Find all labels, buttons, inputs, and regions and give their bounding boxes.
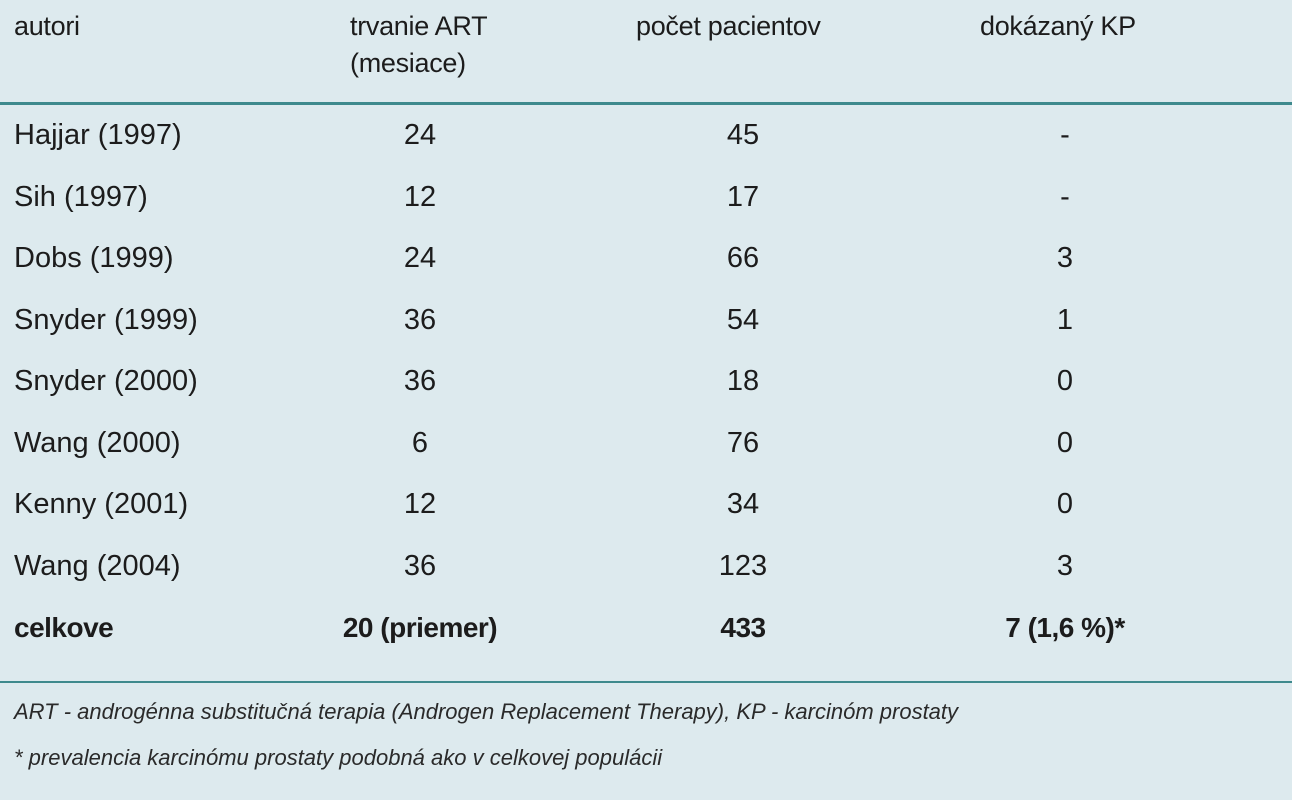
cell-author: Wang (2004) <box>14 549 181 582</box>
cell-total-patients: 433 <box>720 612 766 643</box>
cell-duration: 36 <box>403 549 437 582</box>
table-body: Hajjar (1997) 24 45 - Sih (1997) 12 17 -… <box>0 105 1292 659</box>
header-duration-line2: (mesiace) <box>350 48 466 78</box>
footnote-abbreviations: ART - androgénna substitučná terapia (An… <box>14 699 959 724</box>
cell-kp: 3 <box>1056 549 1074 582</box>
table-row: Hajjar (1997) 24 45 - <box>0 105 1292 167</box>
cell-patients: 45 <box>726 119 760 151</box>
cell-kp: 1 <box>1056 303 1074 336</box>
table-row: Snyder (1999) 36 54 1 <box>0 290 1292 352</box>
cell-author: Snyder (2000) <box>14 365 198 397</box>
cell-duration: 36 <box>403 365 437 397</box>
header-patients: počet pacientov <box>636 11 821 41</box>
cell-kp: 3 <box>1056 242 1074 274</box>
header-duration-line1: trvanie ART <box>350 11 488 41</box>
cell-total-kp: 7 (1,6 %)* <box>1005 612 1125 643</box>
cell-kp: - <box>1060 180 1070 213</box>
header-duration: trvanie ART (mesiace) <box>350 8 488 82</box>
cell-patients: 34 <box>726 488 760 520</box>
cell-duration: 12 <box>403 180 437 213</box>
table-row: Dobs (1999) 24 66 3 <box>0 228 1292 290</box>
cell-kp: 0 <box>1056 488 1074 520</box>
table-row-total: celkove 20 (priemer) 433 7 (1,6 %)* <box>0 597 1292 659</box>
cell-patients: 76 <box>726 426 760 459</box>
table-row: Sih (1997) 12 17 - <box>0 167 1292 229</box>
footnote-asterisk: * prevalencia karcinómu prostaty podobná… <box>14 745 663 770</box>
cell-patients: 18 <box>726 365 760 397</box>
table-footnotes: ART - androgénna substitučná terapia (An… <box>0 681 1292 781</box>
cell-author: Snyder (1999) <box>14 303 198 336</box>
cell-total-author: celkove <box>14 612 114 643</box>
cell-kp: 0 <box>1056 365 1074 397</box>
cell-patients: 66 <box>726 242 760 274</box>
cell-patients: 54 <box>726 303 760 336</box>
cell-author: Dobs (1999) <box>14 242 174 274</box>
cell-duration: 24 <box>403 242 437 274</box>
cell-author: Hajjar (1997) <box>14 119 182 151</box>
cell-patients: 123 <box>718 549 768 582</box>
cell-kp: 0 <box>1056 426 1074 459</box>
cell-duration: 36 <box>403 303 437 336</box>
table-row: Wang (2000) 6 76 0 <box>0 413 1292 475</box>
cell-duration: 6 <box>411 426 429 459</box>
table-row: Kenny (2001) 12 34 0 <box>0 474 1292 536</box>
table-row: Wang (2004) 36 123 3 <box>0 536 1292 598</box>
cell-kp: - <box>1060 119 1070 151</box>
cell-author: Sih (1997) <box>14 180 148 213</box>
header-authors: autori <box>14 11 80 41</box>
cell-author: Wang (2000) <box>14 426 181 459</box>
cell-author: Kenny (2001) <box>14 488 189 520</box>
header-kp: dokázaný KP <box>980 11 1136 41</box>
table-row: Snyder (2000) 36 18 0 <box>0 351 1292 413</box>
cell-total-duration: 20 (priemer) <box>342 612 498 643</box>
cell-duration: 24 <box>403 119 437 151</box>
cell-patients: 17 <box>726 180 760 213</box>
table-header: autori trvanie ART (mesiace) počet pacie… <box>0 0 1292 105</box>
cell-duration: 12 <box>403 488 437 520</box>
